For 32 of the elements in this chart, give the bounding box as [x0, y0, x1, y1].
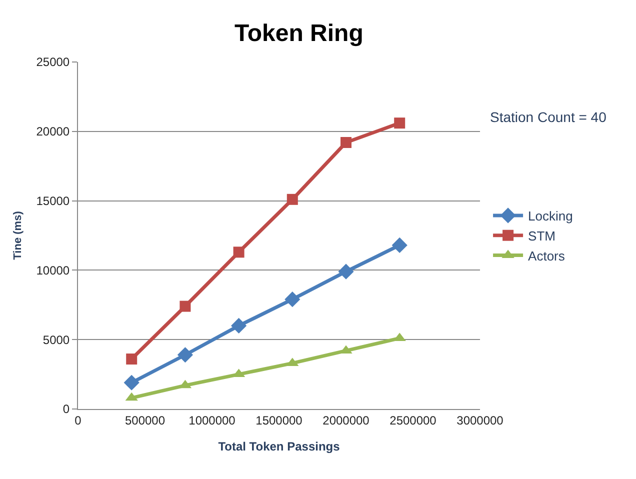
- y-axis-title: Tine (ms): [12, 210, 24, 260]
- point: [284, 292, 300, 308]
- legend-label: STM: [528, 228, 556, 244]
- x-tick-label: 3000000: [456, 413, 504, 428]
- point: [394, 118, 406, 129]
- y-tick-label: 10000: [36, 263, 70, 278]
- legend-label: Locking: [528, 208, 573, 224]
- x-axis-title: Total Token Passings: [218, 439, 340, 454]
- point: [124, 374, 140, 390]
- y-tick-label: 0: [62, 402, 70, 416]
- x-tick-label: 2500000: [390, 413, 437, 428]
- y-tick-label: 5000: [42, 332, 70, 347]
- point: [126, 354, 138, 365]
- point: [231, 318, 247, 334]
- point: [340, 137, 352, 148]
- x-tick-label: 2000000: [322, 413, 370, 428]
- point: [286, 194, 298, 205]
- x-tick-label: 1000000: [188, 413, 236, 428]
- legend-label: Actors: [528, 248, 566, 264]
- text: Station Count = 40: [490, 109, 607, 125]
- y-tick-label: 15000: [36, 194, 70, 208]
- y-tick-label: 25000: [36, 55, 70, 70]
- chart-title: Token Ring: [234, 20, 364, 47]
- x-tick-label: 0: [74, 413, 82, 428]
- point: [177, 347, 193, 363]
- point: [180, 300, 191, 312]
- x-tick-label: 500000: [124, 413, 166, 428]
- point: [392, 237, 408, 254]
- point: [233, 246, 244, 258]
- point: [338, 264, 354, 280]
- x-tick-label: 1500000: [256, 413, 303, 428]
- y-tick-label: 20000: [36, 124, 70, 139]
